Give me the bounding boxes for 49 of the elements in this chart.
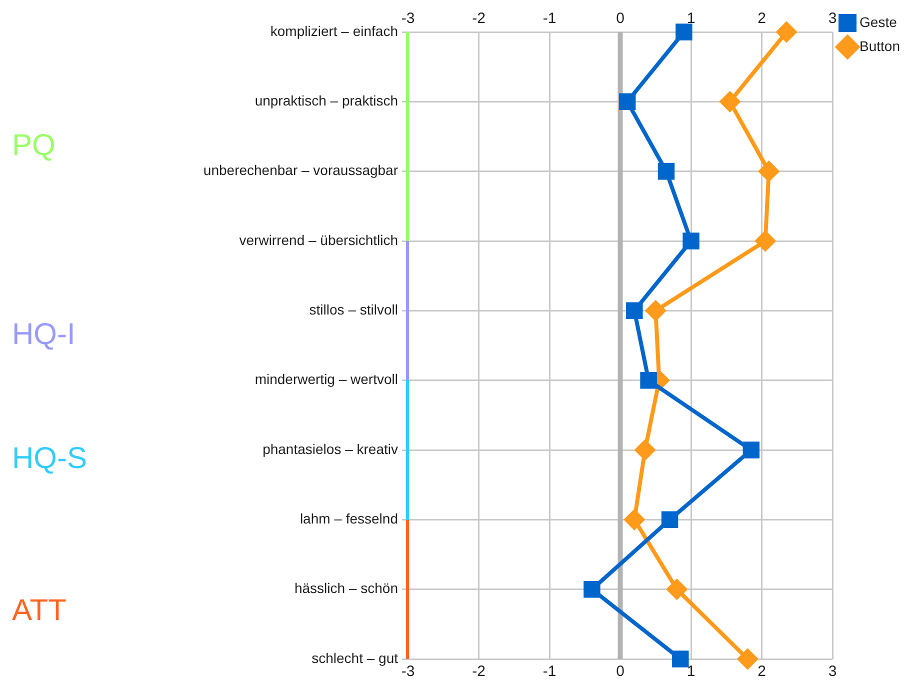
point — [682, 232, 700, 250]
point — [666, 579, 687, 600]
y-tick-label: kompliziert – einfach — [270, 22, 398, 39]
x2-tick-label: -2 — [472, 10, 486, 28]
point — [624, 510, 644, 530]
point — [584, 580, 600, 598]
point — [658, 162, 675, 180]
y-tick-label: verwirrend – übersichtlich — [239, 232, 398, 248]
point — [755, 231, 776, 251]
x2-tick-label: 0 — [616, 10, 624, 28]
x2-tick-label: -1 — [542, 10, 556, 28]
text: HQ-S — [12, 442, 87, 476]
x2-tick-label: -3 — [401, 10, 415, 28]
x-tick-label: 0 — [616, 663, 624, 680]
x-tick-label: -2 — [472, 663, 486, 680]
x-tick-label: -1 — [542, 663, 556, 680]
point — [661, 511, 678, 528]
point — [646, 300, 666, 321]
x-tick-label: -3 — [401, 663, 415, 680]
text: PQ — [12, 129, 56, 162]
y-tick-label: hässlich – schön — [294, 580, 398, 596]
y-tick-label: phantasielos – kreativ — [262, 440, 398, 457]
x-tick-label: 1 — [686, 663, 696, 680]
y-tick-label: lahm – fesselnd — [300, 510, 398, 527]
legend-label: Button — [860, 38, 900, 54]
y-tick-label: schlecht – gut — [312, 650, 398, 666]
x-tick-label: 3 — [828, 663, 837, 680]
y-tick-label: stillos – stilvoll — [309, 302, 398, 318]
point — [672, 650, 689, 668]
point — [635, 440, 656, 460]
point — [758, 161, 779, 182]
point — [720, 92, 740, 112]
point — [640, 372, 657, 389]
y-tick-label: minderwertig – wertvoll — [254, 371, 398, 388]
point — [738, 649, 758, 669]
point — [776, 22, 797, 42]
point — [618, 93, 636, 110]
legend-label: Geste — [860, 14, 898, 30]
x2-tick-label: 1 — [686, 10, 696, 28]
point — [676, 24, 692, 40]
x-tick-label: 2 — [758, 663, 766, 680]
y-tick-label: unpraktisch – praktisch — [254, 92, 398, 109]
point — [742, 442, 760, 458]
text: ATT — [12, 594, 66, 627]
x2-tick-label: 2 — [758, 10, 766, 28]
point — [626, 302, 643, 320]
y-tick-label: unberechenbar – voraussagbar — [203, 162, 398, 178]
x2-tick-label: 3 — [828, 10, 837, 28]
text: HQ-I — [12, 318, 76, 352]
